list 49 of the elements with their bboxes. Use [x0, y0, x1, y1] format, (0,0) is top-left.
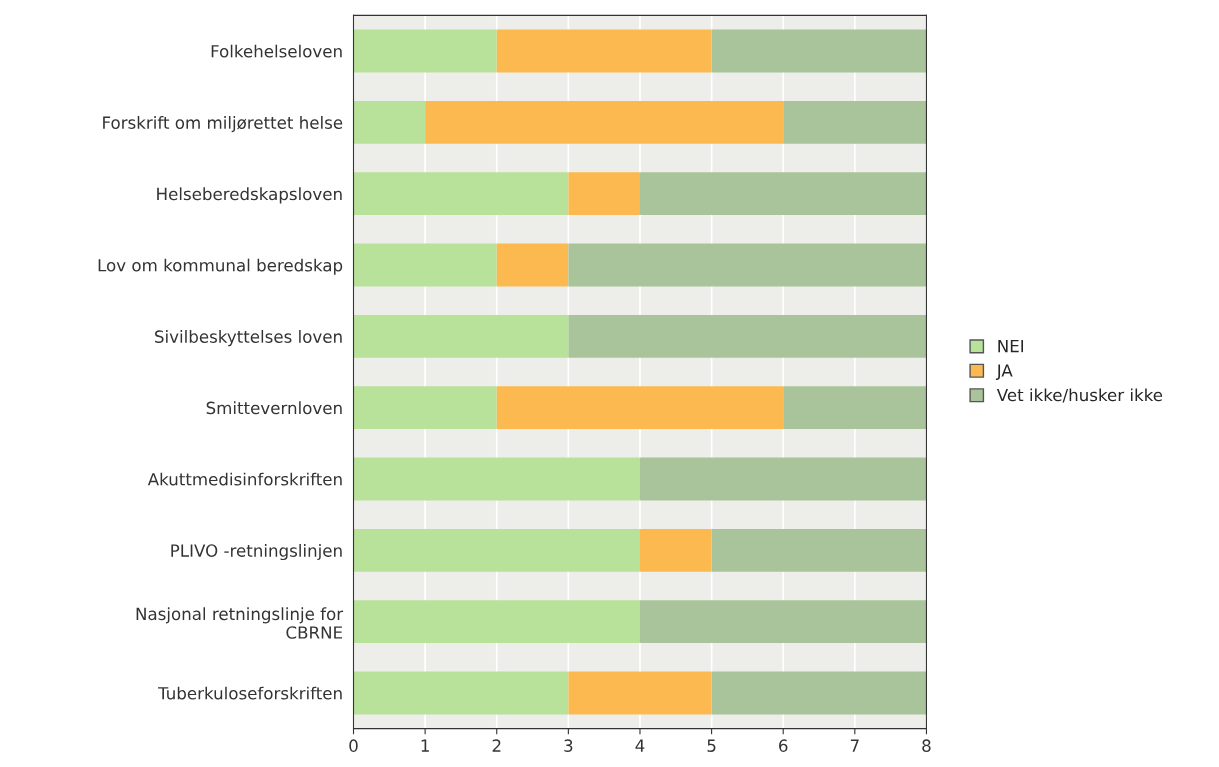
bar	[639, 172, 927, 216]
bar	[353, 243, 497, 287]
bar	[568, 243, 927, 287]
x-tick-label: 3	[564, 739, 573, 752]
y-tick-label: Nasjonal retningslinje for CBRNE	[136, 607, 344, 639]
legend-label: Vet ikke/husker ikke	[996, 388, 1163, 403]
legend-label: JA	[995, 364, 1013, 380]
y-tick-label: Tuberkuloseforskriften	[158, 686, 342, 700]
bar	[568, 671, 712, 715]
bar	[639, 600, 927, 644]
bar	[568, 172, 640, 216]
x-tick-label: 2	[492, 739, 501, 752]
bar	[639, 457, 927, 501]
bar	[496, 29, 712, 73]
bar	[711, 671, 927, 715]
bar	[353, 172, 569, 216]
bar	[496, 386, 784, 430]
bar	[353, 386, 497, 430]
bar	[353, 600, 640, 644]
y-tick-label: Sivilbeskyttelses loven	[155, 330, 342, 347]
bar	[353, 314, 569, 358]
bar	[568, 314, 927, 358]
bar	[496, 243, 569, 287]
bar	[353, 100, 426, 144]
bar	[711, 29, 927, 73]
x-tick-label: 1	[421, 739, 429, 752]
bar	[353, 29, 497, 73]
x-tick-label: 0	[349, 739, 358, 752]
x-tick-label: 7	[850, 739, 859, 752]
x-tick-label: 8	[922, 739, 931, 752]
y-tick-label: Forskrift om miljørettet helse	[103, 116, 343, 133]
legend-label: NEI	[998, 339, 1024, 353]
bar	[783, 386, 927, 430]
x-tick-label: 4	[635, 739, 645, 752]
y-tick-label: Lov om kommunal beredskap	[98, 258, 343, 275]
y-tick-label: Folkehelseloven	[211, 44, 342, 58]
y-tick-label: PLIVO -retningslinjen	[171, 543, 342, 561]
bar	[353, 528, 640, 572]
y-tick-label: Akuttmedisinforskriften	[147, 472, 342, 486]
y-tick-label: Smittevernloven	[206, 401, 342, 415]
bar	[639, 528, 712, 572]
bar	[425, 100, 784, 144]
bar	[353, 457, 640, 501]
x-tick-label: 5	[707, 739, 716, 752]
x-tick-label: 6	[779, 739, 788, 752]
bar	[711, 528, 927, 572]
bar	[783, 100, 927, 144]
y-tick-label: Helseberedskapsloven	[157, 187, 342, 204]
bar	[353, 671, 569, 715]
